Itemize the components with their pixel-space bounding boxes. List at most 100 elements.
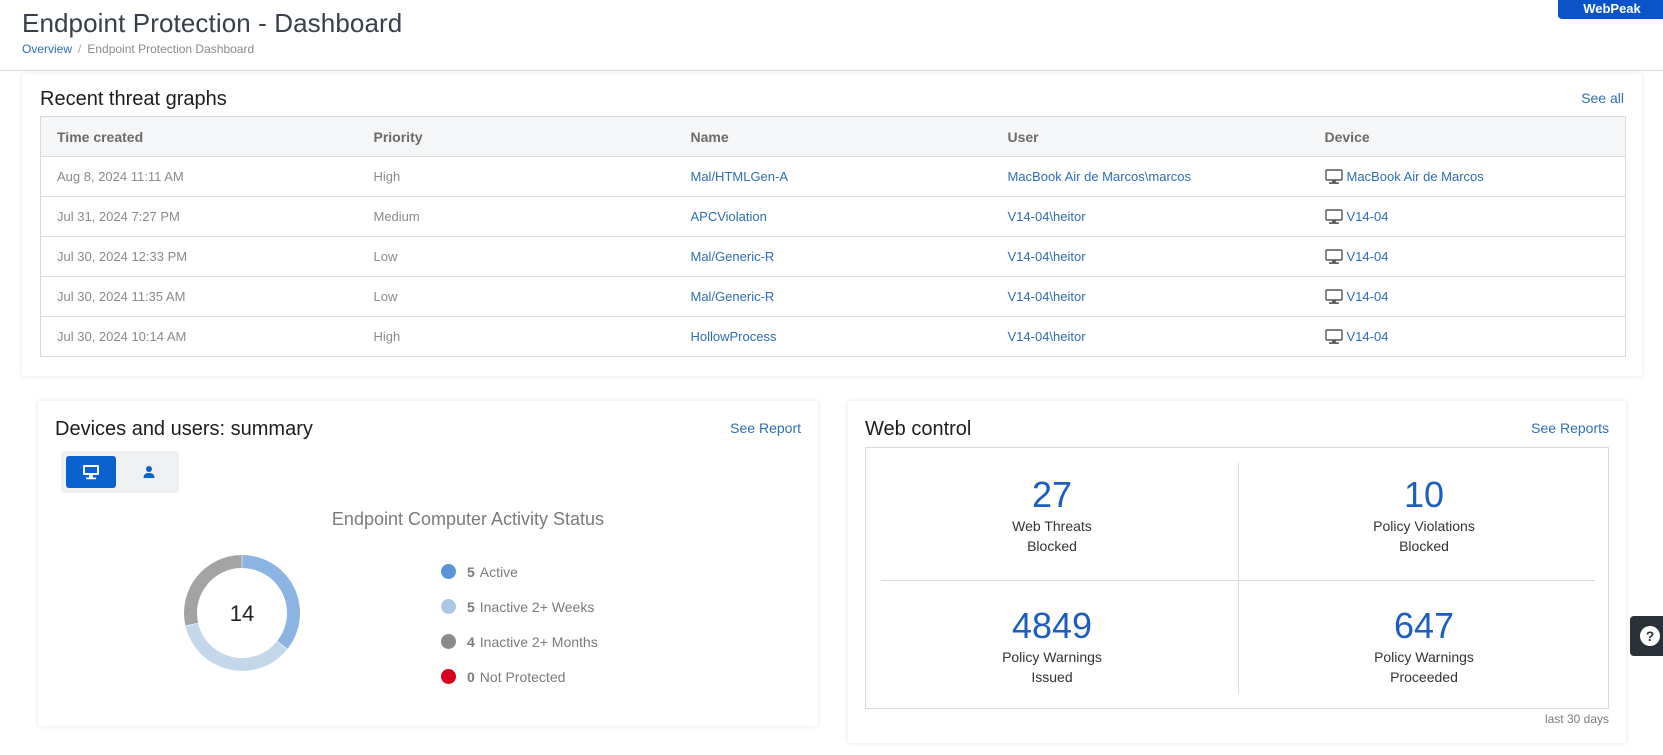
web-threats-blocked-stat[interactable]: 27 Web Threats Blocked	[902, 474, 1202, 556]
cell-time: Jul 30, 2024 10:14 AM	[57, 329, 187, 344]
help-icon: ?	[1640, 626, 1660, 646]
threat-name-link[interactable]: Mal/Generic-R	[674, 276, 992, 317]
legend-count: 4	[467, 633, 475, 650]
cell-time: Jul 30, 2024 12:33 PM	[40, 236, 358, 277]
legend-dot	[441, 634, 456, 649]
cell-time: Jul 30, 2024 11:35 AM	[40, 276, 358, 317]
table-row[interactable]: Jul 31, 2024 7:27 PM Medium APCViolation V1…	[40, 196, 1626, 237]
computers-toggle-button[interactable]	[66, 456, 116, 488]
breadcrumb-current: Endpoint Protection Dashboard	[87, 42, 255, 56]
threat-name-link[interactable]: APCViolation	[674, 196, 992, 237]
monitor-icon	[1324, 168, 1343, 184]
stat-label-line1: Web Threats	[1012, 518, 1092, 534]
table-row[interactable]: Jul 30, 2024 11:35 AM Low Mal/Generic-R V14…	[40, 276, 1626, 317]
device-link[interactable]: V14-04	[1346, 208, 1389, 224]
recent-threats-card: Recent threat graphs See all Time create…	[22, 74, 1642, 376]
web-control-stats: 27 Web Threats Blocked 10 Policy Violati…	[865, 447, 1609, 709]
stat-value: 10	[1403, 474, 1445, 515]
web-control-title: Web control	[865, 418, 972, 440]
stat-label-line2: Blocked	[1399, 538, 1449, 554]
help-button[interactable]: ?	[1630, 616, 1663, 656]
device-cell[interactable]: V14-04	[1308, 196, 1626, 237]
cell-priority: High	[373, 329, 401, 344]
user-icon	[143, 466, 155, 478]
brand-badge[interactable]: WebPeak	[1558, 0, 1663, 19]
table-header-row: Time created Priority Name User Device	[40, 116, 1626, 157]
threat-name-link[interactable]: HollowProcess	[690, 329, 777, 344]
device-cell[interactable]: MacBook Air de Marcos	[1308, 156, 1626, 197]
device-link[interactable]: V14-04	[1346, 288, 1389, 304]
user-link[interactable]: V14-04\heitor	[991, 196, 1309, 237]
device-link[interactable]: MacBook Air de Marcos	[1346, 168, 1484, 184]
legend-dot	[441, 564, 456, 579]
web-control-card: Web control See Reports 27 Web Threats B…	[848, 401, 1626, 743]
stat-label-line2: Issued	[1031, 669, 1073, 685]
users-toggle-button[interactable]	[124, 456, 174, 488]
legend-count: 0	[467, 668, 475, 685]
stat-value: 647	[1393, 605, 1455, 646]
see-report-link[interactable]: See Report	[730, 420, 801, 436]
devices-users-title: Devices and users: summary	[55, 418, 313, 440]
see-all-link[interactable]: See all	[1581, 90, 1624, 106]
legend-count: 5	[467, 598, 475, 615]
legend-label: Inactive 2+ Months	[479, 633, 598, 650]
stat-value: 27	[1031, 474, 1073, 515]
threats-table: Time created Priority Name User Device A…	[40, 116, 1626, 357]
donut-slice-inactive-2-weeks[interactable]	[185, 623, 288, 671]
table-row[interactable]: Jul 30, 2024 12:33 PM Low Mal/Generic-R V14…	[40, 236, 1626, 277]
cell-priority: Low	[357, 236, 675, 277]
stat-value: 4849	[1011, 605, 1093, 646]
user-link[interactable]: V14-04\heitor	[991, 236, 1309, 277]
see-reports-link[interactable]: See Reports	[1531, 420, 1609, 436]
cell-priority: High	[357, 156, 675, 197]
column-header-device[interactable]: Device	[1308, 116, 1626, 157]
legend-item[interactable]: 0 Not Protected	[441, 659, 598, 694]
legend-dot	[441, 669, 456, 684]
recent-threats-title: Recent threat graphs	[40, 88, 227, 110]
device-cell[interactable]: V14-04	[1308, 236, 1626, 277]
legend-item[interactable]: 5 Active	[441, 554, 598, 589]
breadcrumb-overview-link[interactable]: Overview	[22, 42, 73, 56]
activity-donut-chart: 14	[184, 555, 300, 671]
policy-violations-blocked-stat[interactable]: 10 Policy Violations Blocked	[1274, 474, 1574, 556]
column-header-time[interactable]: Time created	[40, 116, 358, 157]
table-row[interactable]: Aug 8, 2024 11:11 AM High Mal/HTMLGen-A Mac…	[40, 156, 1626, 197]
device-link[interactable]: V14-04	[1346, 328, 1389, 344]
breadcrumb-separator: /	[78, 42, 82, 56]
device-cell[interactable]: V14-04	[1308, 276, 1626, 317]
device-cell[interactable]: V14-04	[1309, 317, 1626, 357]
cell-time: Aug 8, 2024 11:11 AM	[40, 156, 358, 197]
user-link[interactable]: V14-04\heitor	[991, 276, 1309, 317]
stat-label-line1: Policy Violations	[1373, 518, 1475, 534]
device-link[interactable]: V14-04	[1346, 248, 1389, 264]
policy-warnings-issued-stat[interactable]: 4849 Policy Warnings Issued	[902, 605, 1202, 687]
legend-label: Inactive 2+ Weeks	[479, 598, 595, 615]
vertical-divider	[1238, 463, 1239, 695]
stat-label-line1: Policy Warnings	[1374, 649, 1474, 665]
monitor-icon	[83, 465, 99, 480]
threat-name-link[interactable]: Mal/HTMLGen-A	[674, 156, 992, 197]
policy-warnings-proceeded-stat[interactable]: 647 Policy Warnings Proceeded	[1274, 605, 1574, 687]
legend-item[interactable]: 5 Inactive 2+ Weeks	[441, 589, 598, 624]
user-link[interactable]: MacBook Air de Marcos\marcos	[991, 156, 1309, 197]
column-header-name[interactable]: Name	[674, 116, 992, 157]
donut-slice-active[interactable]	[242, 555, 300, 649]
activity-chart-title: Endpoint Computer Activity Status	[331, 509, 605, 529]
table-row[interactable]: Jul 30, 2024 10:14 AM High HollowProcess V1…	[41, 317, 1626, 357]
monitor-icon	[1324, 248, 1343, 264]
stat-label-line2: Blocked	[1027, 538, 1077, 554]
user-link[interactable]: V14-04\heitor	[1007, 329, 1086, 344]
column-header-priority[interactable]: Priority	[357, 116, 675, 157]
legend-count: 5	[467, 563, 475, 580]
page-title: Endpoint Protection - Dashboard	[22, 8, 403, 38]
horizontal-divider	[881, 580, 1595, 581]
threat-name-link[interactable]: Mal/Generic-R	[674, 236, 992, 277]
legend-item[interactable]: 4 Inactive 2+ Months	[441, 624, 598, 659]
monitor-icon	[1324, 328, 1343, 344]
cell-priority: Low	[357, 276, 675, 317]
donut-center-total: 14	[230, 601, 254, 626]
donut-slice-inactive-2-months[interactable]	[184, 555, 242, 626]
monitor-icon	[1324, 208, 1343, 224]
devices-users-card: Devices and users: summary See Report En…	[38, 401, 818, 726]
column-header-user[interactable]: User	[991, 116, 1309, 157]
